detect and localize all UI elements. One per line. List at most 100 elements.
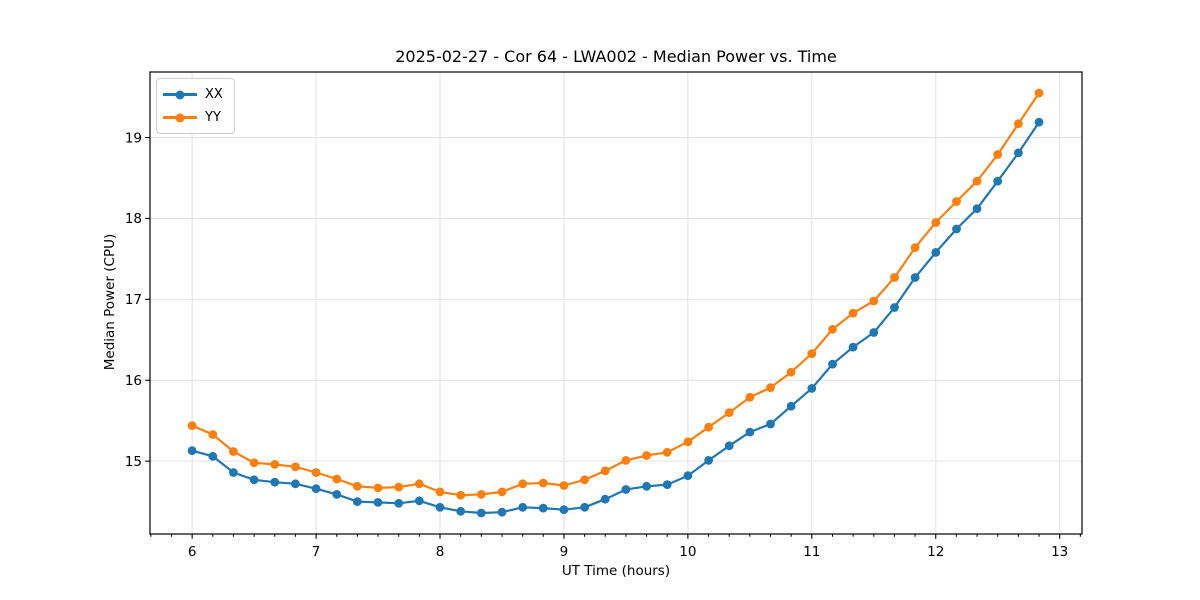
data-point bbox=[766, 419, 775, 429]
data-point bbox=[373, 483, 383, 493]
data-point bbox=[538, 503, 548, 513]
data-point bbox=[931, 248, 941, 257]
data-point bbox=[993, 150, 1003, 159]
data-point bbox=[414, 496, 424, 506]
data-point bbox=[807, 384, 817, 393]
data-point bbox=[621, 485, 631, 494]
data-point bbox=[497, 507, 507, 517]
data-point bbox=[559, 481, 569, 490]
y-tick-label: 15 bbox=[125, 454, 142, 470]
x-tick-label: 11 bbox=[803, 544, 820, 560]
data-point bbox=[786, 401, 796, 411]
data-point bbox=[187, 421, 197, 430]
data-point bbox=[311, 468, 321, 477]
data-point bbox=[518, 479, 528, 489]
legend-line-marker-xx bbox=[163, 90, 197, 99]
data-point bbox=[848, 308, 858, 318]
data-point bbox=[600, 494, 610, 504]
data-point bbox=[229, 447, 238, 456]
x-tick-label: 6 bbox=[188, 544, 197, 560]
data-point bbox=[745, 427, 755, 437]
data-point bbox=[497, 487, 507, 497]
data-point bbox=[332, 474, 342, 484]
data-point bbox=[724, 408, 734, 417]
x-tick-label: 7 bbox=[312, 544, 321, 560]
data-point bbox=[683, 437, 693, 447]
data-point bbox=[518, 502, 528, 512]
data-point bbox=[538, 478, 548, 488]
y-tick-label: 19 bbox=[125, 130, 142, 146]
x-tick-label: 13 bbox=[1051, 544, 1068, 560]
legend: XX YY bbox=[156, 78, 235, 134]
data-point bbox=[208, 451, 218, 461]
data-point bbox=[786, 367, 796, 377]
legend-label-yy: YY bbox=[205, 110, 221, 125]
y-tick-label: 17 bbox=[125, 292, 142, 308]
data-point bbox=[187, 446, 197, 456]
data-point bbox=[869, 296, 879, 306]
data-point bbox=[931, 218, 941, 227]
chart-title: 2025-02-27 - Cor 64 - LWA002 - Median Po… bbox=[395, 47, 837, 66]
data-point bbox=[952, 224, 961, 234]
data-point bbox=[208, 430, 218, 439]
data-point bbox=[414, 479, 424, 489]
data-point bbox=[910, 243, 920, 253]
data-point bbox=[683, 471, 693, 481]
x-minor-ticks bbox=[150, 534, 1081, 537]
data-point bbox=[910, 273, 920, 282]
data-point bbox=[435, 502, 445, 512]
data-point bbox=[435, 487, 445, 497]
series-line bbox=[191, 92, 1040, 497]
legend-item-yy: YY bbox=[163, 108, 223, 127]
x-tick-label: 10 bbox=[679, 544, 696, 560]
data-point bbox=[642, 451, 651, 460]
data-point bbox=[828, 359, 837, 369]
data-point bbox=[724, 441, 734, 451]
y-axis-label: Median Power (CPU) bbox=[102, 233, 118, 371]
data-point bbox=[249, 458, 259, 468]
data-point bbox=[993, 176, 1003, 186]
data-point bbox=[249, 475, 259, 485]
data-point bbox=[311, 484, 321, 494]
data-point bbox=[848, 342, 858, 352]
data-point bbox=[952, 197, 961, 206]
data-point bbox=[704, 422, 713, 432]
data-point bbox=[1034, 117, 1044, 127]
data-point bbox=[394, 482, 404, 492]
data-point bbox=[291, 479, 300, 489]
x-tick-label: 9 bbox=[560, 544, 569, 560]
series-yy bbox=[187, 88, 1044, 500]
data-point bbox=[766, 383, 775, 392]
y-tick-label: 18 bbox=[125, 211, 142, 227]
legend-item-xx: XX bbox=[163, 85, 223, 104]
data-point bbox=[1014, 148, 1023, 158]
data-point bbox=[642, 481, 651, 491]
gridlines bbox=[150, 72, 1082, 534]
data-point bbox=[580, 502, 589, 512]
series-xx bbox=[187, 117, 1044, 518]
data-point bbox=[291, 462, 300, 472]
data-point bbox=[662, 480, 672, 489]
data-point bbox=[621, 456, 631, 465]
y-tick-label: 16 bbox=[125, 373, 142, 389]
data-point bbox=[352, 481, 362, 491]
data-point bbox=[456, 506, 466, 516]
legend-label-xx: XX bbox=[205, 87, 223, 102]
data-point bbox=[704, 456, 713, 465]
x-axis-label: UT Time (hours) bbox=[561, 563, 671, 579]
x-tick-label: 8 bbox=[436, 544, 445, 560]
data-point bbox=[394, 498, 404, 508]
data-point bbox=[456, 490, 466, 500]
data-point bbox=[890, 273, 899, 282]
data-point bbox=[270, 460, 280, 469]
data-point bbox=[869, 328, 879, 337]
data-point bbox=[332, 490, 342, 499]
x-tick-label: 12 bbox=[927, 544, 944, 560]
data-point bbox=[890, 303, 899, 312]
axis-ticks: 6 7 8 9 10 11 12 13 15 16 17 18 19 bbox=[125, 130, 1068, 560]
data-point bbox=[828, 324, 837, 334]
data-point bbox=[807, 349, 817, 358]
data-point bbox=[972, 176, 982, 186]
